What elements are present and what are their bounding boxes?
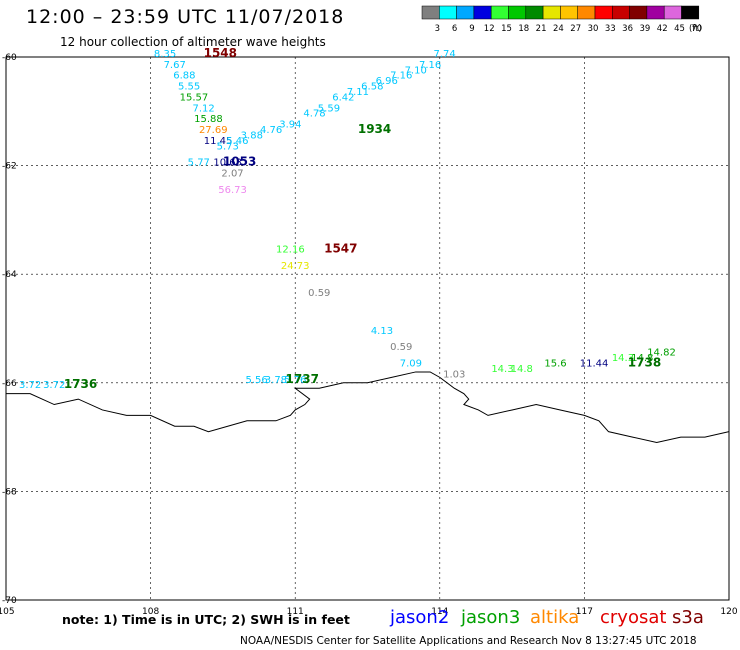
y-tick-label: -68 (2, 487, 17, 497)
y-tick-label: -70 (2, 596, 17, 606)
wave-height-point: 5.46 (226, 136, 248, 147)
wave-height-point: 6.96 (376, 76, 398, 87)
pass-time-label: 1053 (223, 155, 256, 169)
x-tick-label: 120 (720, 607, 737, 617)
x-tick-label: 108 (142, 607, 159, 617)
wave-height-point: 15.6 (544, 359, 566, 370)
wave-height-point: 14.8 (631, 353, 653, 364)
color-bin-label: 18 (518, 24, 529, 34)
wave-height-point: 14.3 (491, 364, 513, 375)
color-bin-label: 9 (469, 24, 474, 34)
color-bin-label: 45 (674, 24, 685, 34)
color-bin-label: 33 (605, 24, 616, 34)
wave-height-point: 6.88 (173, 71, 195, 82)
wave-height-point: 2.07 (221, 168, 243, 179)
wave-height-point: 27.69 (199, 125, 228, 136)
wave-height-point: 56.73 (218, 185, 247, 196)
wave-height-point: 15.57 (180, 92, 209, 103)
chart-title: 12:00 – 23:59 UTC 11/07/2018 (26, 6, 345, 28)
footer-credit: NOAA/NESDIS Center for Satellite Applica… (240, 635, 697, 647)
plot-frame (5, 56, 730, 601)
satellite-legend-jason2: jason2 (390, 607, 450, 628)
wave-height-point: 10.63 (213, 158, 242, 169)
color-bin-label: 42 (657, 24, 668, 34)
wave-height-point: 5.55 (178, 82, 200, 93)
wave-height-point: 6.58 (361, 82, 383, 93)
pass-time-label: 1736 (64, 377, 97, 391)
wave-height-point: 3.78 (265, 375, 287, 386)
color-bin-label: 27 (570, 24, 581, 34)
satellite-legend-jason3: jason3 (461, 607, 521, 628)
wave-height-point: 5.56 (246, 375, 268, 386)
wave-height-point: 12.16 (276, 244, 305, 255)
wave-height-point: 4.76 (260, 125, 282, 136)
wave-height-point: 3.94 (279, 120, 301, 131)
wave-height-point: 7.16 (419, 60, 441, 71)
pass-time-label: 1548 (204, 46, 237, 60)
x-tick-label: 114 (431, 607, 448, 617)
wave-height-point: 6.42 (332, 92, 354, 103)
pass-time-label: 1737 (286, 372, 319, 386)
color-bin-label: 24 (553, 24, 564, 34)
wave-height-point: 8.35 (154, 49, 176, 60)
wave-height-point: 1.03 (443, 369, 465, 380)
wave-height-point: 7.10 (405, 65, 427, 76)
wave-height-point: 7.16 (390, 71, 412, 82)
wave-height-point: 3.72 (43, 380, 65, 391)
wave-height-point: 0.59 (390, 342, 412, 353)
satellite-legend-altika: altika (530, 607, 580, 628)
wave-height-point: 7.74 (433, 49, 455, 60)
wave-height-point: 5.73 (217, 141, 239, 152)
wave-height-point: 4.78 (303, 109, 325, 120)
wave-height-point: 24.73 (281, 261, 310, 272)
color-bin-label: 12 (484, 24, 495, 34)
chart-subtitle: 12 hour collection of altimeter wave hei… (60, 35, 326, 49)
wave-height-point: 14.8 (511, 364, 533, 375)
color-scale-legend: 3 6 9 12 15 18 21 24 27 30 33 36 39 42 45 70(ft) (421, 5, 702, 34)
color-bin-label: 30 (588, 24, 599, 34)
wave-height-point: 7.12 (192, 103, 214, 114)
color-bin-label: 39 (639, 24, 650, 34)
wave-height-point: 11.44 (580, 359, 609, 370)
color-bin-label: 3 (435, 24, 440, 34)
pass-time-label: 1547 (324, 241, 357, 255)
pass-time-label: 1934 (358, 122, 391, 136)
wave-height-point: 4.13 (371, 326, 393, 337)
color-bin-label: 15 (501, 24, 512, 34)
wave-height-point: 0.59 (308, 288, 330, 299)
wave-height-point: 5.77 (188, 158, 210, 169)
color-bin-label: 6 (452, 24, 457, 34)
color-bin-swatch (681, 5, 700, 20)
coastline (6, 371, 730, 444)
x-tick-label: 111 (287, 607, 304, 617)
color-bin-label: 70 (691, 24, 702, 34)
footer-note: note: 1) Time is in UTC; 2) SWH is in fe… (62, 612, 350, 627)
x-tick-label: 105 (0, 607, 15, 617)
pass-time-label: 1738 (628, 356, 661, 370)
wave-height-point: 14.3 (612, 353, 634, 364)
wave-height-point: 3.72 (19, 380, 41, 391)
satellite-legend-cryosat: cryosat (600, 607, 667, 628)
wave-height-point: 15.88 (194, 114, 223, 125)
wave-height-point: 11.45 (204, 136, 233, 147)
wave-height-point: 5.59 (318, 103, 340, 114)
wave-height-point: 3.88 (241, 130, 263, 141)
wave-height-point: 7.11 (347, 87, 369, 98)
y-tick-label: -60 (2, 53, 17, 63)
wave-height-point: 7.67 (164, 60, 186, 71)
color-bin-label: 36 (622, 24, 633, 34)
wave-height-point: 5.76 (284, 375, 306, 386)
wave-height-point: 7.09 (400, 359, 422, 370)
color-bin-label: 21 (536, 24, 547, 34)
y-tick-label: -62 (2, 162, 17, 172)
color-scale-unit: (ft) (689, 24, 702, 34)
y-tick-label: -66 (2, 379, 17, 389)
satellite-legend-s3a: s3a (672, 607, 704, 628)
y-tick-label: -64 (2, 270, 17, 280)
wave-height-point: 14.82 (647, 348, 676, 359)
x-tick-label: 117 (576, 607, 593, 617)
